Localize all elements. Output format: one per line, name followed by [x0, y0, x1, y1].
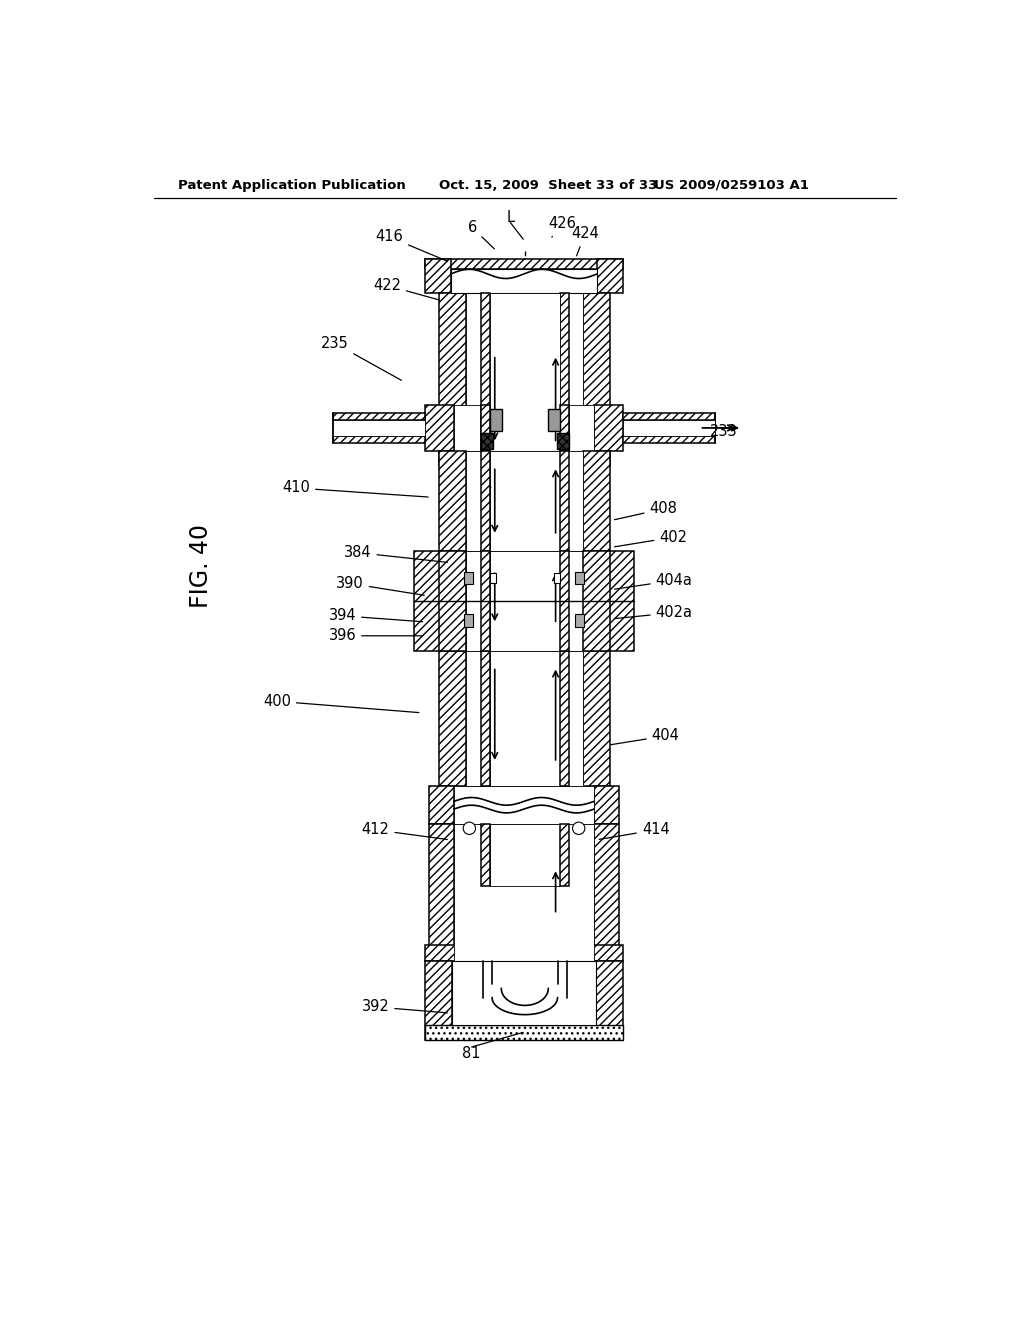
- Text: 402: 402: [614, 529, 687, 546]
- Bar: [333, 436, 425, 444]
- Bar: [438, 293, 466, 466]
- Bar: [481, 433, 494, 449]
- Text: 408: 408: [614, 502, 677, 520]
- Circle shape: [572, 822, 585, 834]
- Bar: [425, 945, 623, 961]
- Text: FIG. 40: FIG. 40: [189, 524, 213, 609]
- Text: 422: 422: [373, 279, 439, 300]
- Bar: [425, 259, 623, 269]
- Bar: [425, 259, 451, 293]
- Bar: [583, 293, 609, 466]
- Bar: [414, 552, 454, 651]
- Text: 414: 414: [599, 822, 670, 840]
- Bar: [333, 412, 425, 420]
- Bar: [481, 451, 490, 552]
- Bar: [464, 572, 473, 585]
- Bar: [466, 451, 583, 552]
- Bar: [425, 1024, 623, 1040]
- Bar: [594, 785, 618, 825]
- Bar: [490, 552, 560, 651]
- Bar: [548, 409, 560, 430]
- Bar: [490, 651, 560, 785]
- Bar: [623, 420, 715, 436]
- Bar: [554, 573, 560, 582]
- Bar: [466, 552, 583, 651]
- Text: Oct. 15, 2009  Sheet 33 of 33: Oct. 15, 2009 Sheet 33 of 33: [438, 178, 657, 191]
- Text: 396: 396: [329, 628, 423, 643]
- Text: 416: 416: [376, 230, 447, 261]
- Bar: [490, 825, 560, 886]
- Bar: [481, 405, 490, 451]
- Bar: [623, 436, 715, 444]
- Bar: [481, 651, 490, 785]
- Bar: [583, 651, 609, 785]
- Text: 235: 235: [321, 335, 401, 380]
- Text: 402a: 402a: [614, 605, 692, 620]
- Bar: [623, 412, 715, 420]
- Text: US 2009/0259103 A1: US 2009/0259103 A1: [654, 178, 809, 191]
- Bar: [594, 825, 618, 961]
- Bar: [594, 552, 634, 651]
- Bar: [560, 552, 569, 651]
- Bar: [490, 451, 560, 552]
- Text: 404a: 404a: [614, 573, 692, 589]
- Bar: [490, 293, 560, 466]
- Bar: [454, 785, 594, 825]
- Bar: [438, 552, 466, 651]
- Circle shape: [463, 822, 475, 834]
- Bar: [438, 451, 466, 552]
- Bar: [560, 293, 569, 466]
- Bar: [557, 433, 569, 449]
- Bar: [429, 825, 454, 961]
- Bar: [583, 552, 609, 651]
- Bar: [574, 572, 584, 585]
- Bar: [490, 573, 497, 582]
- Bar: [481, 552, 490, 651]
- Bar: [481, 825, 490, 886]
- Text: 390: 390: [336, 576, 424, 595]
- Text: 400: 400: [263, 694, 419, 713]
- Text: 394: 394: [329, 609, 423, 623]
- Bar: [464, 614, 473, 627]
- Bar: [490, 409, 503, 430]
- Text: 392: 392: [361, 999, 447, 1015]
- Bar: [560, 825, 569, 886]
- Bar: [438, 651, 466, 785]
- Bar: [454, 405, 594, 451]
- Text: 424: 424: [571, 226, 599, 256]
- Bar: [451, 269, 597, 293]
- Bar: [454, 825, 594, 961]
- Bar: [574, 614, 584, 627]
- Text: 426: 426: [548, 216, 575, 238]
- Bar: [583, 451, 609, 552]
- Text: 233: 233: [710, 424, 737, 440]
- Bar: [425, 405, 454, 451]
- Bar: [560, 651, 569, 785]
- Text: 6: 6: [468, 220, 495, 249]
- Text: 404: 404: [610, 729, 680, 744]
- Bar: [425, 961, 453, 1040]
- Text: Patent Application Publication: Patent Application Publication: [178, 178, 407, 191]
- Bar: [466, 293, 583, 466]
- Bar: [560, 451, 569, 552]
- Bar: [429, 785, 454, 825]
- Bar: [453, 961, 596, 1024]
- Bar: [597, 259, 623, 293]
- Text: L: L: [506, 210, 514, 226]
- Text: 410: 410: [283, 480, 428, 498]
- Bar: [596, 961, 623, 1040]
- Bar: [333, 420, 425, 436]
- Bar: [594, 405, 623, 451]
- Bar: [560, 405, 569, 451]
- Text: 412: 412: [361, 822, 447, 840]
- Bar: [481, 293, 490, 466]
- Text: 384: 384: [344, 545, 447, 562]
- Text: 81: 81: [463, 1045, 481, 1061]
- Bar: [466, 651, 583, 785]
